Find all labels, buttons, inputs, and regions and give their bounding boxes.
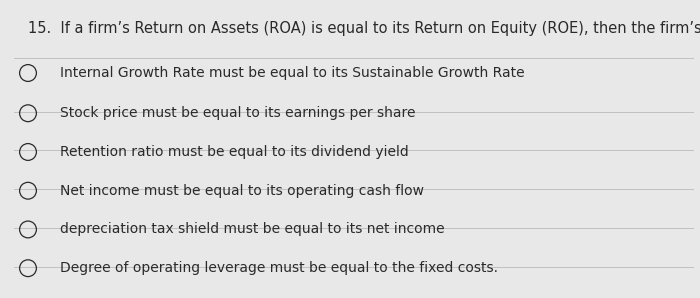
Text: Stock price must be equal to its earnings per share: Stock price must be equal to its earning…: [60, 106, 415, 120]
Text: Net income must be equal to its operating cash flow: Net income must be equal to its operatin…: [60, 184, 424, 198]
Text: Degree of operating leverage must be equal to the fixed costs.: Degree of operating leverage must be equ…: [60, 261, 498, 275]
Text: depreciation tax shield must be equal to its net income: depreciation tax shield must be equal to…: [60, 223, 444, 236]
Text: Internal Growth Rate must be equal to its Sustainable Growth Rate: Internal Growth Rate must be equal to it…: [60, 66, 524, 80]
Text: 15.  If a firm’s Return on Assets (ROA) is equal to its Return on Equity (ROE), : 15. If a firm’s Return on Assets (ROA) i…: [28, 21, 700, 36]
Text: Retention ratio must be equal to its dividend yield: Retention ratio must be equal to its div…: [60, 145, 408, 159]
